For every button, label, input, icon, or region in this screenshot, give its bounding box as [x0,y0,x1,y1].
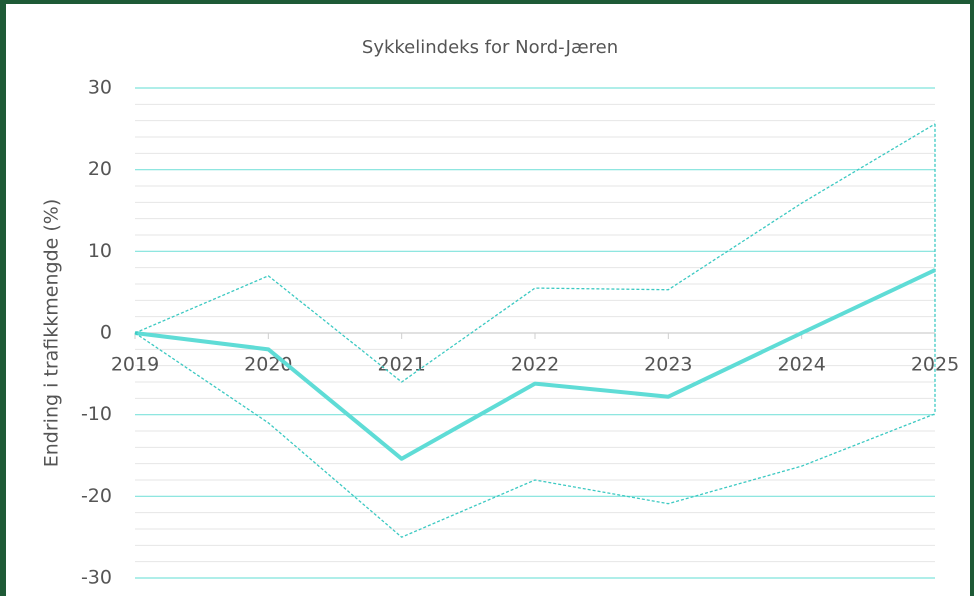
y-tick-label: 30 [88,77,112,99]
y-tick-label: -10 [81,403,112,425]
x-tick-label: 2022 [511,354,559,376]
y-tick-label: 20 [88,158,112,180]
chart-title: Sykkelindeks for Nord-Jæren [362,37,618,58]
x-tick-label: 2019 [111,354,159,376]
y-axis-label: Endring i trafikkmengde (%) [41,199,63,468]
y-tick-label: 0 [100,322,112,344]
band-line [134,123,936,383]
band-line [134,332,936,538]
series-line [134,268,936,461]
y-tick-label: -20 [81,485,112,507]
x-tick-label: 2023 [644,354,692,376]
x-tick-label: 2024 [777,354,825,376]
y-tick-label: -30 [81,567,112,589]
x-tick-label: 2021 [377,354,425,376]
y-tick-label: 10 [88,240,112,262]
